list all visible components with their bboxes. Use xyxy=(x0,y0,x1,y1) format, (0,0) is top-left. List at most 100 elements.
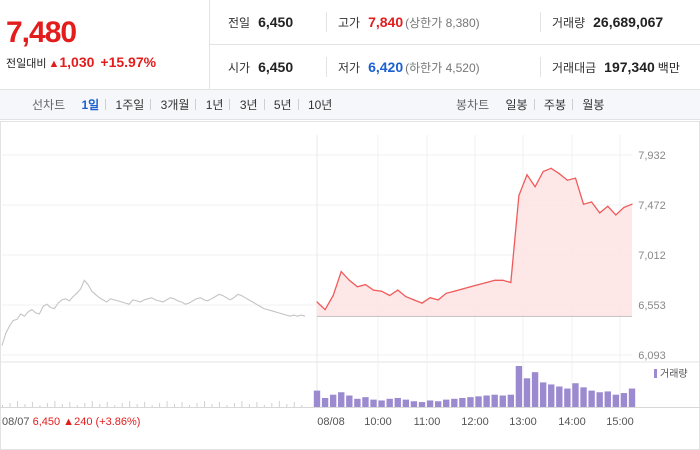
prev-close: 전일 6,450 xyxy=(228,14,294,30)
prev-volume-bar xyxy=(84,403,86,407)
prev-volume-bar xyxy=(211,404,213,407)
stat-row-2: 시가 6,450 저가 6,420 (하한가 4,520) 거래대금 197,340 백만 xyxy=(210,45,700,90)
prev-volume-bar xyxy=(2,405,3,407)
prev-volume-bar xyxy=(181,402,183,407)
volume-bar xyxy=(451,398,458,407)
prev-volume-bar xyxy=(129,401,131,407)
change-label: 전일대비 xyxy=(6,58,47,70)
today-price-point xyxy=(607,205,609,207)
today-price-point xyxy=(364,284,367,286)
price-summary: 7,480 전일대비 ▲1,030 +15.97% xyxy=(0,0,210,90)
prev-volume-bar xyxy=(263,405,265,407)
volume-bar xyxy=(443,399,450,407)
today-price-point xyxy=(413,299,415,301)
x-tick-label: 15:00 xyxy=(606,416,634,428)
tab-1d[interactable]: 1일 xyxy=(81,98,100,112)
prev-volume-bar xyxy=(136,404,138,407)
tab-weekly[interactable]: 주봉 xyxy=(543,98,566,112)
quote-header: 7,480 전일대비 ▲1,030 +15.97% 전일 6,450 고가 7,840(… xyxy=(0,0,700,90)
volume-bar xyxy=(313,390,321,407)
x-tick-label: 12:00 xyxy=(461,416,489,428)
current-price: 7,480 xyxy=(6,16,77,49)
prev-volume-bar xyxy=(46,403,48,407)
today-price-point xyxy=(502,279,504,281)
change-percent: +15.97% xyxy=(100,54,157,70)
y-tick-label: 7,472 xyxy=(638,200,666,212)
prev-volume-bar xyxy=(99,404,101,407)
volume-bar xyxy=(539,382,547,407)
line-chart-label: 선차트 xyxy=(32,98,66,112)
tab-monthly[interactable]: 월봉 xyxy=(582,98,605,112)
prev-volume-bar xyxy=(106,402,108,407)
today-price-point xyxy=(316,301,318,303)
volume-bar xyxy=(410,401,418,407)
today-price-point xyxy=(348,279,350,281)
today-price-point xyxy=(453,290,455,292)
prev-volume-bar xyxy=(226,405,228,407)
y-tick-label: 6,553 xyxy=(638,300,666,312)
prev-volume-bar xyxy=(91,401,93,407)
prev-volume-bar xyxy=(248,404,250,407)
tab-5y[interactable]: 5년 xyxy=(273,98,292,112)
prev-volume-bar xyxy=(24,404,26,407)
today-price-point xyxy=(615,214,617,216)
tab-1w[interactable]: 1주일 xyxy=(115,98,145,112)
volume-bar xyxy=(329,394,337,407)
volume-bar xyxy=(556,386,563,407)
today-price-point xyxy=(510,281,512,284)
volume-bar xyxy=(612,394,620,407)
tab-3m[interactable]: 3개월 xyxy=(160,98,190,112)
prev-volume-bar xyxy=(271,403,273,407)
today-price-point xyxy=(405,295,407,298)
today-price-point xyxy=(582,203,585,205)
tab-daily[interactable]: 일봉 xyxy=(505,98,528,112)
volume-bar xyxy=(426,400,434,407)
volume-bar xyxy=(402,399,410,407)
prev-day-price-line xyxy=(1,279,306,346)
today-price-point xyxy=(340,270,342,273)
volume-bar xyxy=(418,402,426,407)
today-price-point xyxy=(542,170,544,173)
prev-volume-bar xyxy=(293,402,295,407)
volume-bar xyxy=(475,396,482,407)
prev-volume-bar xyxy=(174,404,176,407)
volume-bar xyxy=(394,397,401,407)
volume-bar xyxy=(499,395,506,407)
today-price-point xyxy=(599,212,601,214)
today-price-point xyxy=(518,194,520,197)
volume-bar xyxy=(523,378,531,407)
today-price-point xyxy=(437,299,439,301)
prev-day-change-icon: ▲ xyxy=(60,416,74,428)
chart-period-tabs: 선차트 1일 1주일 3개월 1년 3년 5년 10년 봉차트 일봉 주봉 월봉 xyxy=(0,90,700,120)
today-price-point xyxy=(591,201,593,203)
tab-3y[interactable]: 3년 xyxy=(239,98,258,112)
volume-bar xyxy=(588,390,595,407)
today-price-point xyxy=(397,289,399,291)
y-tick-label: 7,932 xyxy=(638,150,666,162)
today-price-point xyxy=(477,284,480,286)
prev-volume-bar xyxy=(196,403,198,407)
today-price-point xyxy=(534,186,536,188)
volume-bar xyxy=(491,394,498,407)
volume-bar xyxy=(378,400,385,407)
volume-legend-swatch xyxy=(654,369,657,378)
tab-1y[interactable]: 1년 xyxy=(205,98,224,112)
prev-volume-bar xyxy=(204,401,205,407)
volume-bar xyxy=(628,388,636,407)
prev-day-change: 240 xyxy=(74,416,92,428)
y-tick-label: 6,093 xyxy=(638,350,666,362)
open-price: 시가 6,450 xyxy=(228,59,294,75)
prev-volume-bar xyxy=(233,403,235,407)
up-triangle-icon: ▲ xyxy=(48,58,60,70)
volume-legend-label: 거래량 xyxy=(660,368,688,380)
volume-bar xyxy=(604,391,611,407)
today-price-point xyxy=(631,203,633,205)
volume-bar xyxy=(459,397,466,407)
volume-bar xyxy=(467,397,474,407)
prev-volume-bar xyxy=(218,402,220,407)
today-price-area xyxy=(317,168,632,317)
tab-10y[interactable]: 10년 xyxy=(307,98,333,112)
today-price-point xyxy=(550,167,552,169)
prev-volume-bar xyxy=(301,405,303,407)
today-price-point xyxy=(324,309,326,311)
